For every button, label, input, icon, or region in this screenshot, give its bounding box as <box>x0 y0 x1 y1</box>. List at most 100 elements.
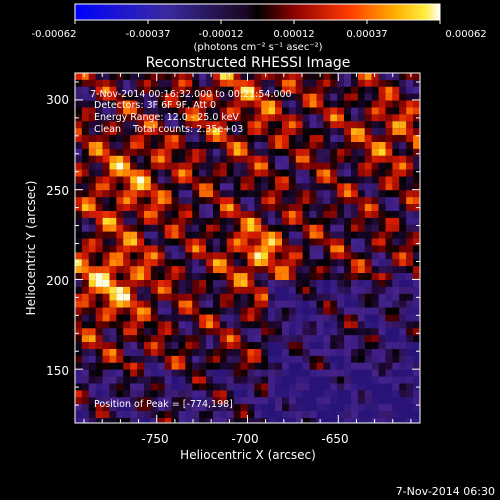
heatmap-pixel <box>254 169 262 177</box>
heatmap-pixel <box>88 376 96 384</box>
heatmap-pixel <box>357 404 365 412</box>
heatmap-pixel <box>371 231 379 239</box>
heatmap-pixel <box>337 169 345 177</box>
heatmap-pixel <box>109 245 117 253</box>
heatmap-pixel <box>144 93 151 101</box>
heatmap-pixel <box>288 238 296 246</box>
heatmap-pixel <box>371 245 379 253</box>
heatmap-pixel <box>254 231 262 239</box>
heatmap-pixel <box>323 280 331 287</box>
heatmap-pixel <box>385 349 393 356</box>
heatmap-pixel <box>330 135 338 142</box>
heatmap-pixel <box>233 142 241 149</box>
heatmap-pixel <box>75 411 82 418</box>
heatmap-pixel <box>302 369 310 377</box>
heatmap-pixel <box>261 162 269 170</box>
heatmap-pixel <box>81 286 89 294</box>
heatmap-pixel <box>144 349 151 356</box>
heatmap-pixel <box>316 390 324 398</box>
heatmap-pixel <box>109 204 117 211</box>
heatmap-pixel <box>192 204 200 211</box>
heatmap-pixel <box>150 252 158 260</box>
heatmap-pixel <box>399 328 407 336</box>
heatmap-pixel <box>309 128 317 136</box>
heatmap-pixel <box>295 176 303 184</box>
heatmap-pixel <box>213 93 220 101</box>
heatmap-pixel <box>171 162 179 170</box>
heatmap-pixel <box>192 280 200 287</box>
heatmap-pixel <box>323 252 331 260</box>
heatmap-pixel <box>309 383 317 391</box>
heatmap-pixel <box>150 349 158 356</box>
heatmap-pixel <box>233 300 241 308</box>
heatmap-pixel <box>88 273 96 280</box>
heatmap-pixel <box>344 238 351 246</box>
heatmap-pixel <box>261 362 269 370</box>
heatmap-pixel <box>88 107 96 115</box>
heatmap-pixel <box>316 411 324 418</box>
heatmap-pixel <box>364 73 372 80</box>
heatmap-pixel <box>219 369 227 377</box>
heatmap-pixel <box>185 238 193 246</box>
heatmap-pixel <box>199 362 207 370</box>
heatmap-pixel <box>364 114 372 122</box>
heatmap-pixel <box>323 190 331 198</box>
heatmap-pixel <box>413 376 420 384</box>
heatmap-pixel <box>109 155 117 163</box>
heatmap-pixel <box>192 273 200 280</box>
heatmap-pixel <box>219 155 227 163</box>
heatmap-pixel <box>392 142 400 149</box>
heatmap-pixel <box>137 355 144 363</box>
heatmap-pixel <box>109 418 117 423</box>
heatmap-pixel <box>351 224 358 232</box>
heatmap-pixel <box>351 169 358 177</box>
heatmap-pixel <box>130 142 138 149</box>
heatmap-pixel <box>295 397 303 405</box>
heatmap-pixel <box>240 280 248 287</box>
heatmap-pixel <box>337 418 345 423</box>
heatmap-pixel <box>95 280 103 287</box>
heatmap-pixel <box>240 86 248 94</box>
heatmap-pixel <box>109 321 117 329</box>
heatmap-pixel <box>233 224 241 232</box>
heatmap-pixel <box>337 238 345 246</box>
heatmap-pixel <box>123 121 131 129</box>
heatmap-pixel <box>88 404 96 412</box>
heatmap-pixel <box>399 224 407 232</box>
heatmap-pixel <box>323 321 331 329</box>
heatmap-pixel <box>344 397 351 405</box>
heatmap-pixel <box>102 259 110 267</box>
heatmap-pixel <box>247 217 255 225</box>
heatmap-pixel <box>150 73 158 80</box>
heatmap-pixel <box>378 86 386 94</box>
heatmap-pixel <box>178 300 186 308</box>
heatmap-pixel <box>399 231 407 239</box>
heatmap-pixel <box>95 183 103 191</box>
heatmap-pixel <box>157 86 165 94</box>
heatmap-pixel <box>351 176 358 184</box>
heatmap-pixel <box>337 411 345 418</box>
heatmap-pixel <box>109 355 117 363</box>
heatmap-pixel <box>385 204 393 211</box>
heatmap-pixel <box>199 100 207 108</box>
heatmap-pixel <box>323 266 331 274</box>
heatmap-pixel <box>206 418 213 423</box>
heatmap-pixel <box>226 169 234 177</box>
heatmap-pixel <box>344 390 351 398</box>
colorbar-tick-label: 0.00012 <box>273 29 314 40</box>
heatmap-pixel <box>185 135 193 142</box>
heatmap-pixel <box>275 383 282 391</box>
heatmap-pixel <box>392 231 400 239</box>
heatmap-pixel <box>102 238 110 246</box>
heatmap-pixel <box>261 314 269 322</box>
heatmap-pixel <box>206 190 213 198</box>
heatmap-pixel <box>268 155 276 163</box>
heatmap-pixel <box>157 293 165 301</box>
heatmap-pixel <box>406 273 414 280</box>
heatmap-pixel <box>116 314 124 322</box>
heatmap-pixel <box>75 397 82 405</box>
heatmap-pixel <box>275 342 282 349</box>
heatmap-pixel <box>150 266 158 274</box>
heatmap-pixel <box>261 390 269 398</box>
heatmap-pixel <box>288 128 296 136</box>
